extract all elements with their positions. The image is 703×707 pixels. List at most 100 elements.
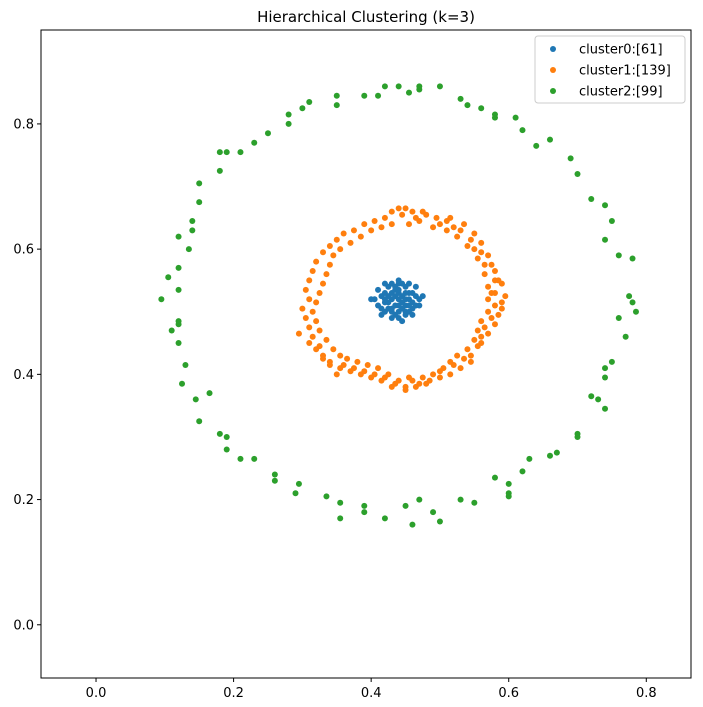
data-point: [491, 111, 498, 118]
data-point: [412, 302, 419, 309]
data-point: [615, 252, 622, 259]
data-point: [481, 271, 488, 278]
data-point: [378, 311, 385, 318]
data-point: [216, 430, 223, 437]
legend-label: cluster2:[99]: [579, 85, 663, 100]
data-point: [385, 371, 392, 378]
data-point: [361, 92, 368, 99]
data-point: [388, 383, 395, 390]
data-point: [313, 258, 320, 265]
data-point: [461, 221, 468, 228]
data-point: [491, 268, 498, 275]
data-point: [464, 346, 471, 353]
data-point: [485, 308, 492, 315]
data-point: [495, 311, 502, 318]
data-point: [223, 149, 230, 156]
data-point: [182, 361, 189, 368]
data-point: [381, 296, 388, 303]
data-point: [402, 387, 409, 393]
data-point: [316, 289, 323, 296]
series-cluster1: [295, 205, 509, 393]
data-point: [316, 327, 323, 334]
data-point: [323, 493, 330, 500]
data-point: [436, 374, 443, 381]
data-point: [306, 324, 313, 331]
data-point: [608, 217, 615, 224]
data-point: [505, 493, 512, 500]
data-point: [350, 227, 357, 234]
data-point: [478, 105, 485, 112]
series-cluster2: [158, 83, 639, 528]
data-point: [471, 336, 478, 343]
data-point: [361, 502, 368, 509]
data-point: [330, 252, 337, 259]
data-point: [323, 271, 330, 278]
data-point: [450, 224, 457, 231]
data-point: [175, 233, 182, 240]
data-point: [206, 390, 213, 397]
data-point: [299, 105, 306, 112]
data-point: [419, 374, 426, 381]
data-point: [381, 515, 388, 522]
data-point: [471, 246, 478, 253]
data-point: [491, 474, 498, 481]
data-point: [354, 358, 361, 365]
legend-box: [534, 35, 686, 104]
data-point: [419, 208, 426, 215]
data-point: [179, 380, 186, 387]
data-point: [347, 239, 354, 246]
data-point: [381, 214, 388, 221]
data-point: [216, 149, 223, 156]
data-point: [602, 202, 609, 209]
data-point: [405, 221, 412, 228]
data-point: [223, 446, 230, 453]
chart-title: Hierarchical Clustering (k=3): [257, 8, 475, 26]
data-point: [337, 515, 344, 522]
x-tick-label: 0.0: [86, 686, 107, 701]
data-point: [602, 405, 609, 412]
data-point: [546, 452, 553, 459]
data-point: [478, 249, 485, 256]
data-point: [337, 246, 344, 253]
data-point: [357, 233, 364, 240]
data-point: [337, 499, 344, 506]
data-point: [395, 83, 402, 90]
data-point: [313, 318, 320, 325]
data-point: [271, 477, 278, 484]
data-point: [326, 243, 333, 249]
data-point: [378, 377, 385, 384]
y-tick-label: 0.2: [13, 493, 34, 508]
legend: cluster0:[61] cluster1:[139] cluster2:[99]: [534, 35, 686, 104]
data-point: [430, 509, 437, 516]
data-point: [409, 208, 416, 215]
y-tick-label: 0.8: [13, 117, 34, 132]
data-point: [481, 324, 488, 331]
data-point: [189, 227, 196, 234]
data-point: [608, 358, 615, 365]
data-point: [409, 311, 416, 318]
data-point: [602, 236, 609, 243]
legend-marker: [550, 46, 556, 52]
data-point: [309, 268, 316, 275]
data-point: [251, 139, 258, 146]
data-point: [378, 305, 385, 312]
data-point: [368, 296, 375, 303]
data-point: [337, 352, 344, 359]
data-point: [302, 286, 309, 293]
x-axis: 0.0 0.2 0.4 0.6 0.8: [86, 678, 657, 701]
data-point: [447, 214, 454, 221]
data-point: [464, 243, 471, 249]
data-point: [399, 280, 406, 287]
data-point: [464, 102, 471, 109]
data-point: [588, 393, 595, 400]
data-point: [333, 371, 340, 378]
data-point: [175, 286, 182, 293]
data-point: [436, 518, 443, 525]
data-point: [488, 261, 495, 268]
data-point: [395, 286, 402, 293]
data-point: [416, 86, 423, 93]
data-point: [436, 221, 443, 228]
data-point: [196, 418, 203, 425]
data-point: [629, 299, 636, 306]
